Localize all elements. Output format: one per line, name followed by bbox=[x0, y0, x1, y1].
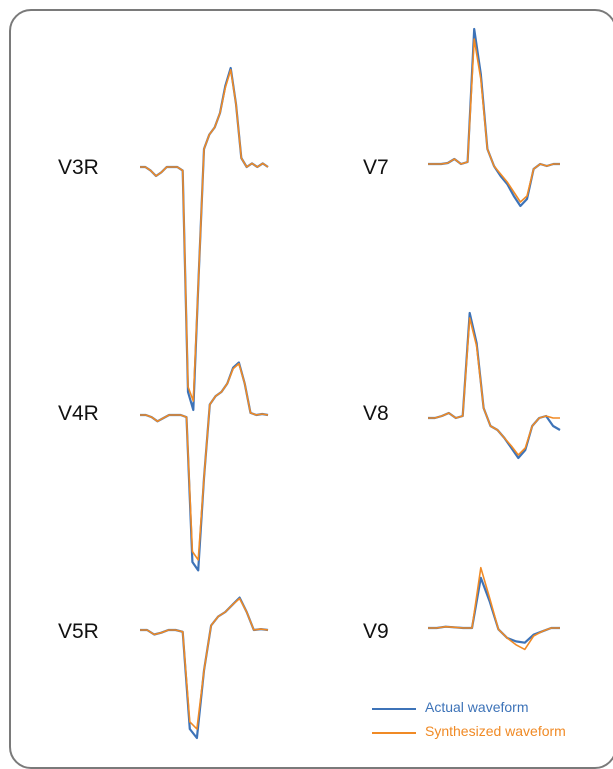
synthesized-waveform-v7 bbox=[428, 38, 560, 203]
legend-item-actual: Actual waveform bbox=[372, 698, 612, 722]
synthesized-waveform-v8 bbox=[428, 317, 560, 456]
actual-waveform-v7 bbox=[428, 27, 560, 208]
lead-label-v3r: V3R bbox=[58, 156, 99, 179]
synthesized-waveform-v9 bbox=[428, 566, 560, 651]
legend-label-synthesized: Synthesized waveform bbox=[425, 723, 566, 739]
lead-label-v5r: V5R bbox=[58, 620, 99, 643]
legend-item-synthesized: Synthesized waveform bbox=[372, 722, 612, 746]
lead-plot-v8 bbox=[426, 305, 562, 460]
actual-waveform-v3r bbox=[140, 66, 269, 412]
lead-label-v7: V7 bbox=[363, 156, 389, 179]
actual-waveform-v4r bbox=[140, 361, 269, 572]
legend-label-actual: Actual waveform bbox=[425, 699, 529, 715]
synthesized-waveform-v5r bbox=[140, 597, 269, 730]
lead-plot-v3r bbox=[138, 66, 270, 412]
lead-label-v4r: V4R bbox=[58, 402, 99, 425]
legend-swatch-synthesized bbox=[372, 732, 416, 734]
lead-plot-v4r bbox=[138, 361, 270, 572]
lead-label-v9: V9 bbox=[363, 620, 389, 643]
synthesized-waveform-v4r bbox=[140, 362, 269, 561]
actual-waveform-v8 bbox=[428, 311, 561, 460]
lead-plot-v7 bbox=[426, 27, 562, 215]
lead-plot-v5r bbox=[138, 590, 270, 745]
legend: Actual waveform Synthesized waveform bbox=[372, 698, 612, 746]
lead-plot-v9 bbox=[426, 535, 562, 651]
lead-label-v8: V8 bbox=[363, 402, 389, 425]
synthesized-waveform-v3r bbox=[140, 68, 269, 402]
legend-swatch-actual bbox=[372, 708, 416, 710]
